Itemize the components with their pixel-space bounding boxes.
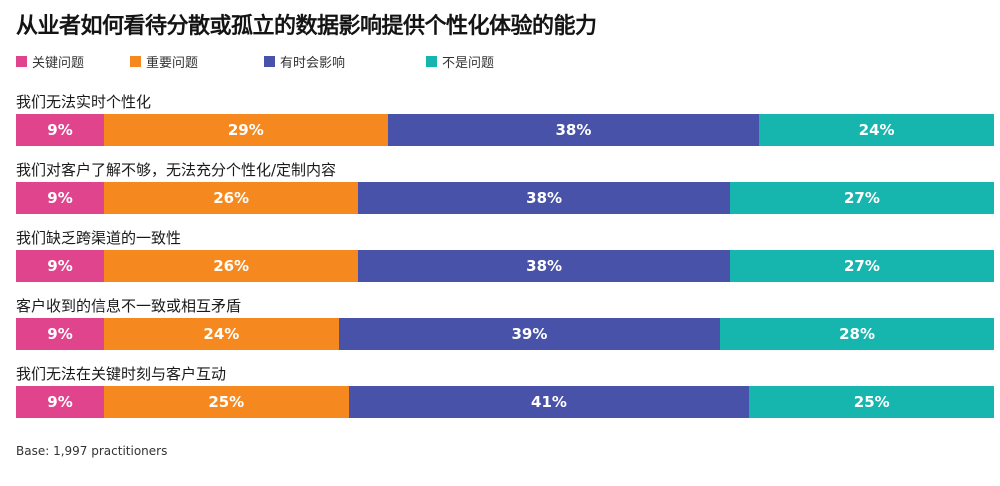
legend-label-major: 重要问题 — [146, 56, 199, 71]
stacked-bar: 9% 24% 39% 28% — [16, 318, 994, 350]
stacked-bar: 9% 29% 38% 24% — [16, 114, 994, 146]
data-label: 38% — [526, 189, 563, 207]
legend-swatch-not-issue — [426, 56, 437, 67]
bar-segment-not-issue: 25% — [749, 386, 994, 418]
bar-segment-major: 26% — [104, 182, 359, 214]
category-label: 我们缺乏跨渠道的一致性 — [16, 229, 182, 247]
stacked-bar: 9% 26% 38% 27% — [16, 250, 994, 282]
stacked-bar: 9% 26% 38% 27% — [16, 182, 994, 214]
data-label: 29% — [227, 121, 264, 139]
legend-swatch-sometimes — [264, 56, 275, 67]
category-label: 我们无法在关键时刻与客户互动 — [16, 365, 227, 383]
data-label: 25% — [853, 393, 890, 411]
data-label: 9% — [47, 393, 73, 411]
bar-row: 我们缺乏跨渠道的一致性 9% 26% 38% 27% — [16, 228, 994, 290]
bar-segment-not-issue: 27% — [729, 250, 994, 282]
data-label: 25% — [208, 393, 245, 411]
bar-segment-critical: 9% — [16, 318, 105, 350]
legend-swatch-critical — [16, 56, 27, 67]
data-label: 41% — [531, 393, 567, 411]
legend-item-major: 重要问题 — [130, 52, 198, 71]
bar-row: 我们对客户了解不够，无法充分个性化/定制内容 9% 26% 38% 27% — [16, 160, 994, 222]
data-label: 9% — [47, 189, 73, 207]
stacked-bar: 9% 25% 41% 25% — [16, 386, 994, 418]
bar-segment-major: 25% — [104, 386, 349, 418]
legend-swatch-major — [130, 56, 141, 67]
legend-item-critical: 关键问题 — [16, 52, 84, 71]
chart-legend: 关键问题 重要问题 有时会影响 不是问题 — [16, 52, 996, 71]
data-label: 24% — [203, 325, 240, 343]
data-label: 38% — [555, 121, 592, 139]
bar-segment-sometimes: 39% — [338, 318, 721, 350]
data-label: 27% — [843, 257, 880, 275]
bar-segment-critical: 9% — [16, 386, 105, 418]
bar-segment-sometimes: 41% — [348, 386, 750, 418]
data-label: 24% — [858, 121, 895, 139]
bar-segment-major: 29% — [104, 114, 388, 146]
data-label: 26% — [213, 257, 250, 275]
chart-title: 从业者如何看待分散或孤立的数据影响提供个性化体验的能力 — [16, 14, 597, 39]
bar-segment-major: 24% — [104, 318, 339, 350]
bar-segment-critical: 9% — [16, 182, 105, 214]
data-label: 9% — [47, 257, 73, 275]
data-label: 28% — [839, 325, 875, 343]
data-label: 26% — [213, 189, 250, 207]
base-note: Base: 1,997 practitioners — [16, 444, 168, 458]
data-label: 27% — [843, 189, 880, 207]
legend-label-sometimes: 有时会影响 — [280, 56, 346, 71]
data-label: 9% — [47, 121, 73, 139]
bar-row: 客户收到的信息不一致或相互矛盾 9% 24% 39% 28% — [16, 296, 994, 358]
bar-segment-major: 26% — [104, 250, 359, 282]
bar-segment-sometimes: 38% — [358, 182, 730, 214]
data-label: 38% — [526, 257, 563, 275]
bar-segment-not-issue: 28% — [720, 318, 994, 350]
legend-item-sometimes: 有时会影响 — [264, 52, 345, 71]
bar-segment-critical: 9% — [16, 250, 105, 282]
bar-segment-not-issue: 24% — [759, 114, 994, 146]
bar-row: 我们无法实时个性化 9% 29% 38% 24% — [16, 92, 994, 154]
category-label: 我们对客户了解不够，无法充分个性化/定制内容 — [16, 161, 337, 179]
category-label: 客户收到的信息不一致或相互矛盾 — [16, 297, 242, 315]
data-label: 9% — [47, 325, 73, 343]
bar-segment-not-issue: 27% — [729, 182, 994, 214]
legend-label-critical: 关键问题 — [32, 56, 85, 71]
legend-item-not-issue: 不是问题 — [426, 52, 494, 71]
bar-segment-sometimes: 38% — [358, 250, 730, 282]
category-label: 我们无法实时个性化 — [16, 93, 152, 111]
bar-segment-critical: 9% — [16, 114, 105, 146]
bar-segment-sometimes: 38% — [387, 114, 760, 146]
data-label: 39% — [511, 325, 548, 343]
legend-label-not-issue: 不是问题 — [442, 56, 495, 71]
bar-row: 我们无法在关键时刻与客户互动 9% 25% 41% 25% — [16, 364, 994, 426]
